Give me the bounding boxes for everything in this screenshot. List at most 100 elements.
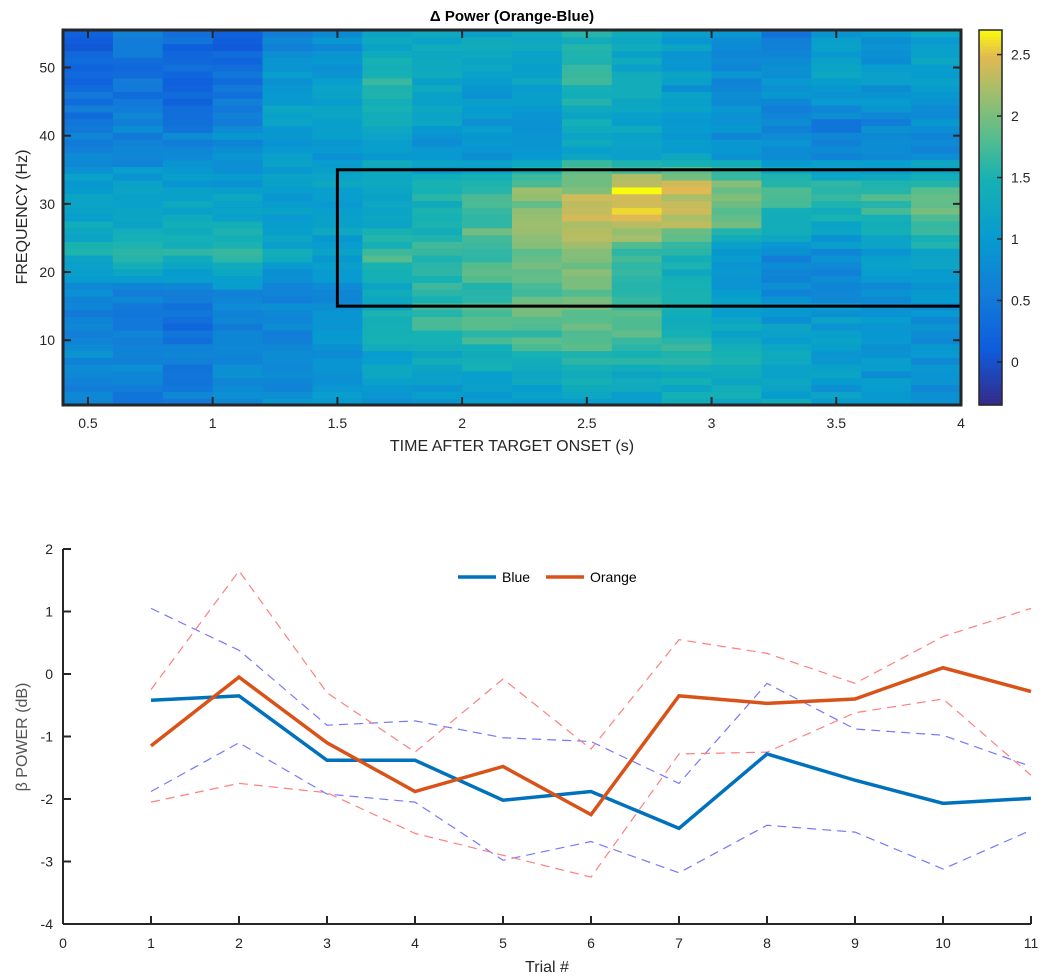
heatmap-cell: [861, 64, 912, 72]
heatmap-cell: [811, 289, 862, 297]
colorbar-strip: [979, 86, 1002, 90]
line-x-tick-label: 6: [587, 935, 595, 951]
heatmap-cell: [811, 384, 862, 392]
heatmap-cell: [63, 193, 114, 202]
heatmap-cell: [611, 43, 663, 52]
heatmap-cell: [761, 384, 812, 392]
colorbar-strip: [979, 289, 1002, 294]
heatmap-cell: [611, 234, 663, 242]
colorbar-strip: [979, 208, 1002, 212]
colorbar-strip: [979, 351, 1002, 356]
heatmap-cell: [861, 193, 912, 202]
heatmap-cell: [462, 139, 513, 147]
heatmap-cell: [112, 125, 164, 133]
colorbar-strip: [979, 142, 1002, 147]
heatmap-cell: [512, 268, 563, 277]
heatmap-cell: [63, 166, 114, 174]
heatmap-cell: [911, 105, 961, 113]
heatmap-cell: [412, 316, 463, 324]
heatmap-title: Δ Power (Orange-Blue): [430, 8, 594, 25]
heatmap-cell: [911, 214, 961, 222]
heatmap-cell: [661, 70, 713, 79]
heatmap-cell: [661, 275, 713, 283]
heatmap-cell: [561, 50, 613, 58]
heatmap-cell: [112, 220, 164, 229]
heatmap-cell: [512, 91, 563, 99]
colorbar-strip: [979, 245, 1002, 250]
heatmap-cell: [162, 30, 214, 38]
heatmap-cell: [162, 207, 214, 215]
colorbar-strip: [979, 76, 1002, 81]
colorbar-strip: [979, 83, 1002, 87]
heatmap-cell: [661, 125, 713, 133]
heatmap-cell: [212, 289, 264, 297]
heatmap-cell: [112, 241, 164, 249]
colorbar-strip: [979, 139, 1002, 144]
heatmap-cell: [362, 152, 413, 161]
line-y-tick-label: 1: [45, 604, 53, 620]
colorbar-strip: [979, 167, 1002, 172]
heatmap-cell: [661, 84, 713, 92]
heatmap-cell: [112, 64, 164, 72]
colorbar-tick-label: 1.5: [1011, 170, 1031, 186]
heatmap-cell: [611, 398, 663, 405]
heatmap-cell: [661, 173, 713, 181]
heatmap-cell: [861, 125, 912, 133]
heatmap-cell: [711, 316, 763, 324]
heatmap-x-tick-label: 2.5: [577, 415, 597, 431]
heatmap-cell: [462, 132, 513, 140]
heatmap-cell: [362, 111, 413, 120]
heatmap-cell: [661, 255, 713, 263]
heatmap-cell: [362, 316, 413, 324]
heatmap-cell: [512, 200, 563, 208]
heatmap-cell: [362, 84, 413, 92]
heatmap-cell: [262, 275, 314, 283]
heatmap-cell: [811, 98, 862, 106]
heatmap-cell: [63, 64, 114, 72]
heatmap-y-tick-label: 10: [39, 332, 55, 348]
heatmap-y-label: FREQUENCY (Hz): [14, 150, 31, 285]
colorbar-strip: [979, 145, 1002, 150]
colorbar-strip: [979, 386, 1002, 390]
heatmap-cell: [462, 364, 513, 372]
heatmap-cell: [162, 384, 214, 392]
heatmap-cell: [661, 91, 713, 99]
series-bound-dashed: [150, 742, 1032, 874]
heatmap-cell: [861, 289, 912, 297]
heatmap-x-tick-label: 1.5: [328, 415, 348, 431]
heatmap-cell: [212, 207, 264, 215]
heatmap-cell: [362, 289, 413, 297]
colorbar-strip: [979, 292, 1002, 297]
heatmap-cell: [761, 282, 812, 290]
colorbar-strip: [979, 383, 1002, 387]
heatmap-cell: [312, 50, 363, 58]
heatmap-cell: [162, 330, 214, 338]
heatmap-cell: [911, 118, 961, 127]
heatmap-cell: [761, 234, 812, 242]
colorbar-strip: [979, 217, 1002, 222]
heatmap-cell: [561, 207, 613, 215]
heatmap-cell: [911, 186, 961, 195]
heatmap-cell: [362, 384, 413, 392]
heatmap-x-label: TIME AFTER TARGET ONSET (s): [390, 438, 634, 455]
heatmap-cell: [462, 159, 513, 167]
heatmap-cell: [811, 343, 862, 352]
colorbar-strip: [979, 108, 1002, 112]
heatmap-cell: [462, 193, 513, 202]
line-x-tick-label: 0: [59, 935, 67, 951]
heatmap-cell: [761, 159, 812, 167]
heatmap-cell: [512, 370, 563, 379]
heatmap-cell: [711, 357, 763, 365]
line-x-tick-label: 7: [675, 935, 683, 951]
heatmap-cell: [811, 268, 862, 277]
heatmap-cell: [262, 384, 314, 392]
heatmap-cell: [112, 370, 164, 379]
heatmap-cell: [63, 105, 114, 113]
heatmap-cell: [561, 200, 613, 208]
heatmap-cell: [162, 145, 214, 154]
heatmap-cell: [611, 241, 663, 249]
heatmap-cell: [661, 36, 713, 45]
heatmap-cell: [561, 132, 613, 140]
heatmap-cell: [312, 357, 363, 365]
heatmap-cell: [861, 84, 912, 92]
